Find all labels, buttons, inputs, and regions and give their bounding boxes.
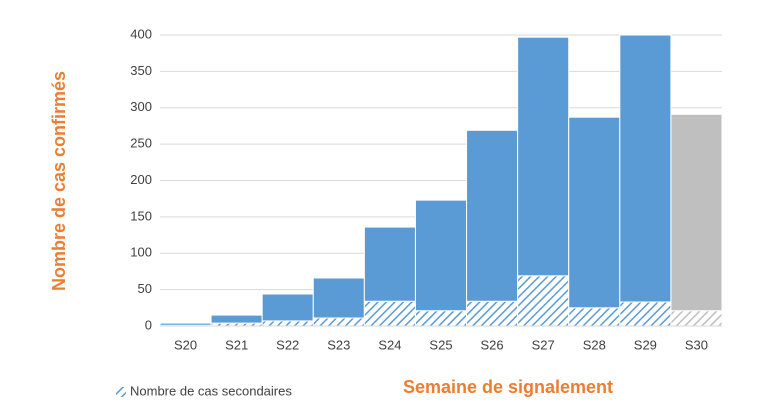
x-tick-label: S25	[429, 337, 452, 352]
bar-segment	[670, 113, 723, 312]
x-tick-label: S20	[174, 337, 197, 352]
bar-segment	[619, 34, 672, 303]
bar-segment	[261, 293, 314, 322]
x-axis-title: Semaine de signalement	[403, 377, 613, 397]
bar-segment	[619, 301, 672, 327]
x-tick-label: S24	[378, 337, 401, 352]
x-tick-label: S28	[583, 337, 606, 352]
legend-swatch	[116, 387, 126, 397]
y-tick-label: 100	[130, 245, 152, 260]
y-tick-label: 250	[130, 136, 152, 151]
x-tick-label: S21	[225, 337, 248, 352]
y-axis-title: Nombre de cas confirmés	[49, 71, 69, 291]
x-tick-label: S27	[532, 337, 555, 352]
x-tick-label: S29	[634, 337, 657, 352]
y-tick-label: 350	[130, 63, 152, 78]
y-tick-label: 0	[145, 317, 152, 332]
x-tick-label: S23	[327, 337, 350, 352]
y-tick-label: 400	[130, 26, 152, 41]
bar-segment	[312, 317, 365, 327]
x-tick-label: S22	[276, 337, 299, 352]
y-tick-label: 200	[130, 172, 152, 187]
bar-segment	[568, 116, 621, 309]
y-tick-label: 300	[130, 99, 152, 114]
bar-segment	[517, 275, 570, 327]
bar-segment	[466, 129, 519, 302]
x-tick-label: S30	[685, 337, 708, 352]
y-tick-label: 50	[138, 281, 152, 296]
legend-label: Nombre de cas secondaires	[130, 383, 292, 398]
bar-segment	[414, 310, 468, 327]
bar-segment	[466, 300, 519, 327]
bar-segment	[517, 36, 570, 277]
bar-segment	[670, 310, 723, 327]
x-tick-label: S26	[481, 337, 504, 352]
bar-segment	[363, 300, 416, 327]
bar-segment	[159, 322, 212, 326]
bar-segment	[312, 277, 365, 319]
bar-segment	[568, 307, 621, 327]
bar-segment	[261, 320, 314, 327]
bar-segment	[363, 226, 416, 302]
bar-segment	[414, 199, 468, 312]
bar-segment	[210, 314, 263, 324]
y-tick-label: 150	[130, 208, 152, 223]
